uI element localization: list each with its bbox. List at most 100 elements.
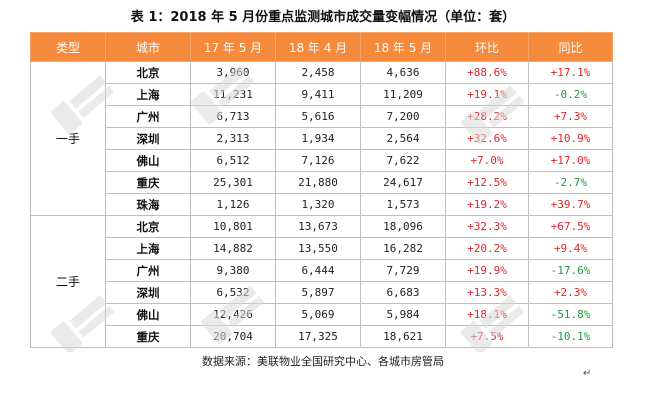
- city-cell: 上海: [105, 237, 191, 260]
- header-18-apr: 18 年 4 月: [275, 32, 361, 62]
- value-18-apr: 6,444: [275, 259, 361, 282]
- value-17-may: 3,960: [190, 61, 276, 84]
- value-17-may: 25,301: [190, 171, 276, 194]
- value-18-may: 16,282: [360, 237, 446, 260]
- header-17-may: 17 年 5 月: [190, 32, 276, 62]
- value-18-may: 11,209: [360, 83, 446, 106]
- mom-change: +12.5%: [445, 171, 529, 194]
- header-mom: 环比: [445, 32, 529, 62]
- value-17-may: 10,801: [190, 215, 276, 238]
- table-row: 重庆 25,301 21,880 24,617 +12.5% -2.7%: [31, 171, 613, 194]
- mom-change: +32.6%: [445, 127, 529, 150]
- city-cell: 北京: [105, 61, 191, 84]
- value-18-may: 7,729: [360, 259, 446, 282]
- city-cell: 北京: [105, 215, 191, 238]
- value-17-may: 9,380: [190, 259, 276, 282]
- yoy-change: +17.1%: [528, 61, 613, 84]
- city-cell: 佛山: [105, 149, 191, 172]
- yoy-change: -10.1%: [528, 325, 613, 348]
- value-18-may: 7,622: [360, 149, 446, 172]
- yoy-change: -17.6%: [528, 259, 613, 282]
- table-row: 深圳 6,532 5,897 6,683 +13.3% +2.3%: [31, 281, 613, 304]
- yoy-change: +39.7%: [528, 193, 613, 216]
- value-17-may: 20,704: [190, 325, 276, 348]
- table-row: 佛山 12,426 5,069 5,984 +18.1% -51.8%: [31, 303, 613, 326]
- paragraph-mark: ↵: [583, 368, 592, 379]
- mom-change: +19.1%: [445, 83, 529, 106]
- mom-change: +19.2%: [445, 193, 529, 216]
- header-yoy: 同比: [528, 32, 613, 62]
- value-18-apr: 2,458: [275, 61, 361, 84]
- value-18-apr: 5,897: [275, 281, 361, 304]
- header-18-may: 18 年 5 月: [360, 32, 446, 62]
- value-18-may: 18,621: [360, 325, 446, 348]
- table-row: 上海 14,882 13,550 16,282 +20.2% +9.4%: [31, 237, 613, 260]
- table-row: 佛山 6,512 7,126 7,622 +7.0% +17.0%: [31, 149, 613, 172]
- mom-change: +18.1%: [445, 303, 529, 326]
- mom-change: +20.2%: [445, 237, 529, 260]
- value-18-apr: 7,126: [275, 149, 361, 172]
- value-18-apr: 1,934: [275, 127, 361, 150]
- value-17-may: 11,231: [190, 83, 276, 106]
- yoy-change: +17.0%: [528, 149, 613, 172]
- value-18-may: 24,617: [360, 171, 446, 194]
- city-cell: 上海: [105, 83, 191, 106]
- value-18-apr: 21,880: [275, 171, 361, 194]
- value-18-apr: 17,325: [275, 325, 361, 348]
- value-18-may: 5,984: [360, 303, 446, 326]
- value-17-may: 12,426: [190, 303, 276, 326]
- yoy-change: +7.3%: [528, 105, 613, 128]
- mom-change: +88.6%: [445, 61, 529, 84]
- value-17-may: 2,313: [190, 127, 276, 150]
- table-row: 二手 北京 10,801 13,673 18,096 +32.3% +67.5%: [30, 215, 613, 348]
- table-title: 表 1：2018 年 5 月份重点监测城市成交量变幅情况（单位：套）: [130, 10, 516, 25]
- header-type: 类型: [30, 32, 106, 62]
- table-row: 广州 6,713 5,616 7,200 +28.2% +7.3%: [31, 105, 613, 128]
- table-row: 深圳 2,313 1,934 2,564 +32.6% +10.9%: [31, 127, 613, 150]
- value-18-apr: 1,320: [275, 193, 361, 216]
- value-18-may: 18,096: [360, 215, 446, 238]
- yoy-change: -0.2%: [528, 83, 613, 106]
- value-18-may: 6,683: [360, 281, 446, 304]
- value-17-may: 6,532: [190, 281, 276, 304]
- type-cell: 二手: [30, 215, 106, 348]
- city-cell: 佛山: [105, 303, 191, 326]
- header-city: 城市: [105, 32, 191, 62]
- value-18-apr: 13,550: [275, 237, 361, 260]
- city-cell: 重庆: [105, 325, 191, 348]
- city-cell: 广州: [105, 105, 191, 128]
- table-row: 广州 9,380 6,444 7,729 +19.9% -17.6%: [31, 259, 613, 282]
- mom-change: +13.3%: [445, 281, 529, 304]
- yoy-change: -51.8%: [528, 303, 613, 326]
- mom-change: +19.9%: [445, 259, 529, 282]
- data-source-note: 数据来源：美联物业全国研究中心、各城市房管局: [202, 355, 444, 368]
- value-18-may: 1,573: [360, 193, 446, 216]
- mom-change: +32.3%: [445, 215, 529, 238]
- header-row: 类型 城市 17 年 5 月 18 年 4 月 18 年 5 月 环比 同比: [30, 32, 613, 62]
- mom-change: +28.2%: [445, 105, 529, 128]
- value-17-may: 14,882: [190, 237, 276, 260]
- table-row: 一手 北京 3,960 2,458 4,636 +88.6% +17.1%: [30, 61, 613, 216]
- yoy-change: -2.7%: [528, 171, 613, 194]
- value-17-may: 1,126: [190, 193, 276, 216]
- city-cell: 广州: [105, 259, 191, 282]
- type-cell: 一手: [30, 61, 106, 216]
- value-18-may: 2,564: [360, 127, 446, 150]
- city-cell: 珠海: [105, 193, 191, 216]
- mom-change: +7.5%: [445, 325, 529, 348]
- value-18-apr: 9,411: [275, 83, 361, 106]
- value-18-apr: 5,069: [275, 303, 361, 326]
- value-18-may: 4,636: [360, 61, 446, 84]
- value-17-may: 6,512: [190, 149, 276, 172]
- value-18-apr: 13,673: [275, 215, 361, 238]
- sales-table: 类型 城市 17 年 5 月 18 年 4 月 18 年 5 月 环比 同比 一…: [30, 32, 613, 348]
- value-17-may: 6,713: [190, 105, 276, 128]
- value-18-apr: 5,616: [275, 105, 361, 128]
- city-cell: 深圳: [105, 127, 191, 150]
- table-row: 重庆 20,704 17,325 18,621 +7.5% -10.1%: [31, 325, 613, 348]
- city-cell: 深圳: [105, 281, 191, 304]
- yoy-change: +9.4%: [528, 237, 613, 260]
- value-18-may: 7,200: [360, 105, 446, 128]
- city-cell: 重庆: [105, 171, 191, 194]
- yoy-change: +67.5%: [528, 215, 613, 238]
